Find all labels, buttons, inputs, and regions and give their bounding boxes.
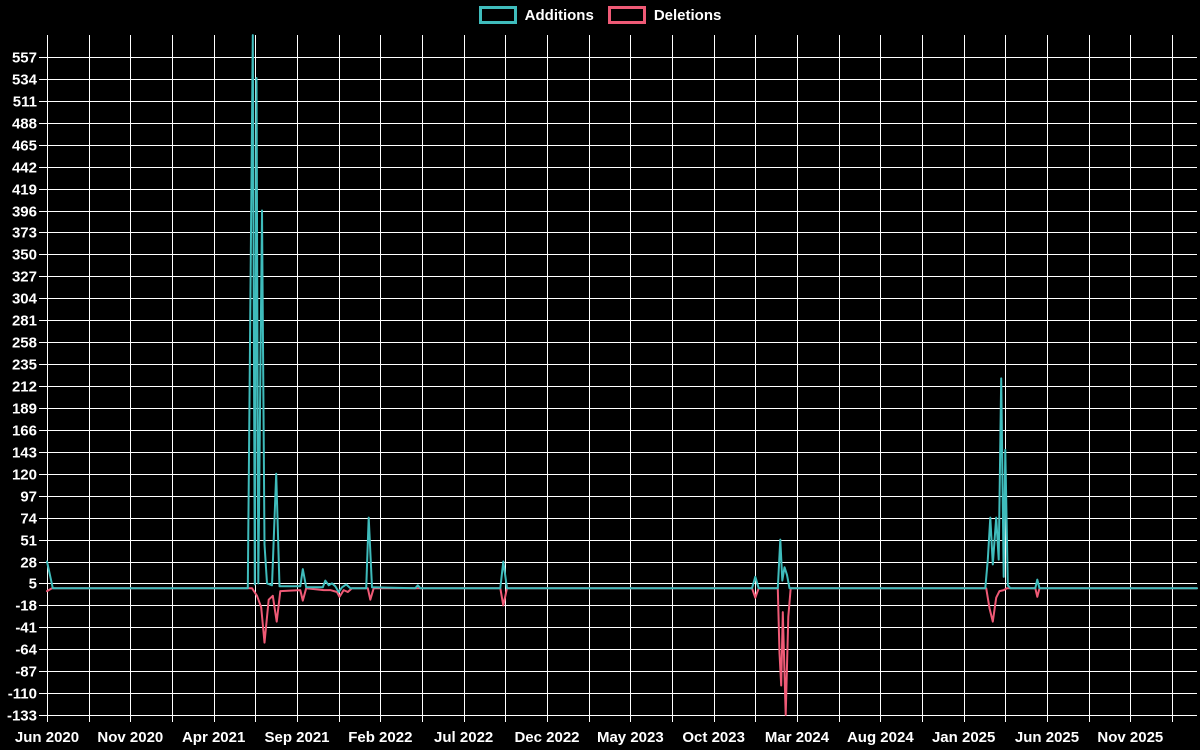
legend-item-deletions[interactable]: Deletions [607,6,722,24]
x-tick-label: May 2023 [597,729,664,746]
y-tick-label: 51 [20,533,37,550]
y-tick-label: 74 [20,511,37,528]
y-tick-label: 419 [12,182,37,199]
x-tick-label: Jul 2022 [434,729,493,746]
y-tick-label: 120 [12,467,37,484]
y-tick-label: 5 [29,576,37,593]
y-tick-label: 97 [20,489,37,506]
y-tick-label: -87 [15,664,37,681]
y-tick-label: 557 [12,50,37,67]
deletions-swatch-icon [607,6,646,24]
y-tick-label: 327 [12,269,37,286]
legend-label-additions: Additions [524,6,594,24]
x-tick-label: Jun 2025 [1015,729,1079,746]
y-tick-label: 189 [12,401,37,418]
x-tick-label: Feb 2022 [348,729,412,746]
x-axis-tick-labels: Jun 2020 Nov 2020 Apr 2021 Sep 2021 Feb 2022… [15,729,1163,746]
y-tick-label: -64 [15,642,37,659]
horizontal-gridlines [47,57,1197,716]
x-tick-label: Jun 2020 [15,729,79,746]
y-tick-label: 534 [12,72,38,89]
y-tick-label: 442 [12,160,37,177]
x-tick-label: Jan 2025 [932,729,995,746]
x-tick-label: Aug 2024 [847,729,914,746]
y-tick-label: 281 [12,313,37,330]
y-tick-label: -133 [7,708,37,725]
y-tick-label: 511 [13,94,37,111]
x-tick-label: Nov 2025 [1097,729,1163,746]
y-tick-label: -18 [15,598,37,615]
x-tick-label: Oct 2023 [682,729,745,746]
y-tick-label: 212 [12,379,37,396]
x-tick-label: Nov 2020 [97,729,163,746]
deletions-line [46,587,1198,716]
y-tick-label: 258 [12,335,37,352]
y-tick-label: 396 [12,204,37,221]
y-tick-label: 143 [12,445,37,462]
x-tick-label: Sep 2021 [264,729,329,746]
y-tick-label: 235 [12,357,37,374]
x-tick-label: Mar 2024 [765,729,830,746]
y-tick-label: -110 [8,686,37,703]
y-tick-label: 166 [12,423,37,440]
vertical-gridlines [47,35,1173,722]
y-tick-label: 28 [20,555,37,572]
y-tick-label: 488 [12,116,37,133]
y-axis-tick-labels: 5575345114884654424193963733503273042812… [7,50,47,725]
x-tick-label: Apr 2021 [182,729,245,746]
y-tick-label: 304 [12,291,38,308]
additions-line [46,34,1198,593]
x-tick-label: Dec 2022 [514,729,579,746]
y-tick-label: 373 [12,225,37,242]
y-tick-label: 350 [12,247,37,264]
legend-item-additions[interactable]: Additions [478,6,594,24]
additions-swatch-icon [478,6,517,24]
y-tick-label: -41 [15,620,37,637]
legend-label-deletions: Deletions [653,6,722,24]
chart-legend: Additions Deletions [0,6,1200,24]
y-tick-label: 465 [12,138,37,155]
